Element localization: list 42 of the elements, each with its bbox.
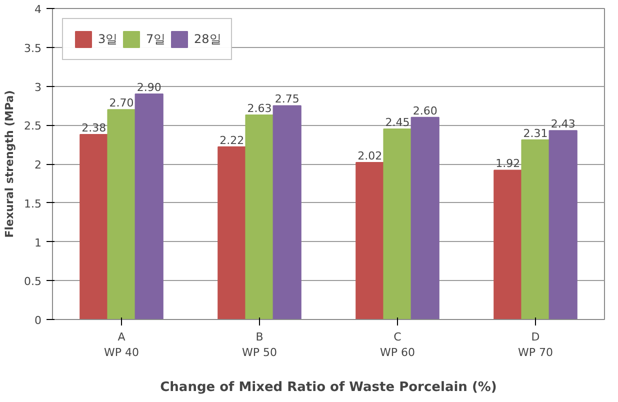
bar [245, 114, 274, 320]
data-label: 2.43 [550, 118, 576, 131]
bar [134, 94, 164, 320]
y-tick-label: 3 [34, 80, 42, 94]
x-tick-label: A WP 40 [104, 330, 140, 360]
y-tick-label: 0.5 [24, 275, 42, 288]
bar [410, 116, 440, 320]
data-label: 2.63 [247, 102, 272, 116]
bar [494, 170, 522, 320]
y-tick-label: 2.5 [24, 120, 42, 133]
bar [107, 109, 136, 320]
bar [80, 134, 108, 320]
y-axis-title: Flexural strength (MPa) [3, 90, 16, 238]
data-label: 2.38 [82, 121, 106, 134]
data-label: 2.60 [412, 104, 438, 118]
bar [548, 130, 578, 320]
bar [218, 146, 246, 320]
x-tick-label: D WP 70 [518, 330, 554, 360]
data-label: 2.45 [385, 116, 410, 130]
legend-label: 7일 [146, 30, 166, 48]
legend-label: 3일 [98, 30, 118, 48]
y-tick-label: 3.5 [24, 42, 42, 55]
data-label: 1.92 [496, 157, 520, 170]
data-label: 2.22 [220, 134, 244, 147]
data-label: 2.70 [109, 96, 134, 110]
y-tick-label: 1.5 [24, 197, 42, 210]
y-tick-label: 0 [34, 314, 42, 327]
data-label: 2.02 [358, 149, 382, 162]
data-label: 2.75 [274, 92, 300, 106]
bar [383, 128, 412, 320]
data-label: 2.90 [136, 81, 162, 94]
bar [521, 139, 550, 320]
x-tick-label: C WP 60 [380, 330, 416, 360]
y-tick-label: 2 [34, 158, 42, 172]
y-tick-label: 4 [34, 3, 42, 16]
data-label: 2.31 [523, 126, 548, 140]
legend-label: 28일 [194, 30, 222, 48]
bar [272, 105, 302, 320]
y-tick-label: 1 [34, 236, 42, 250]
x-axis-title: Change of Mixed Ratio of Waste Porcelain (%) [160, 380, 497, 396]
bar [356, 162, 384, 320]
x-tick-label: B WP 50 [242, 330, 278, 360]
